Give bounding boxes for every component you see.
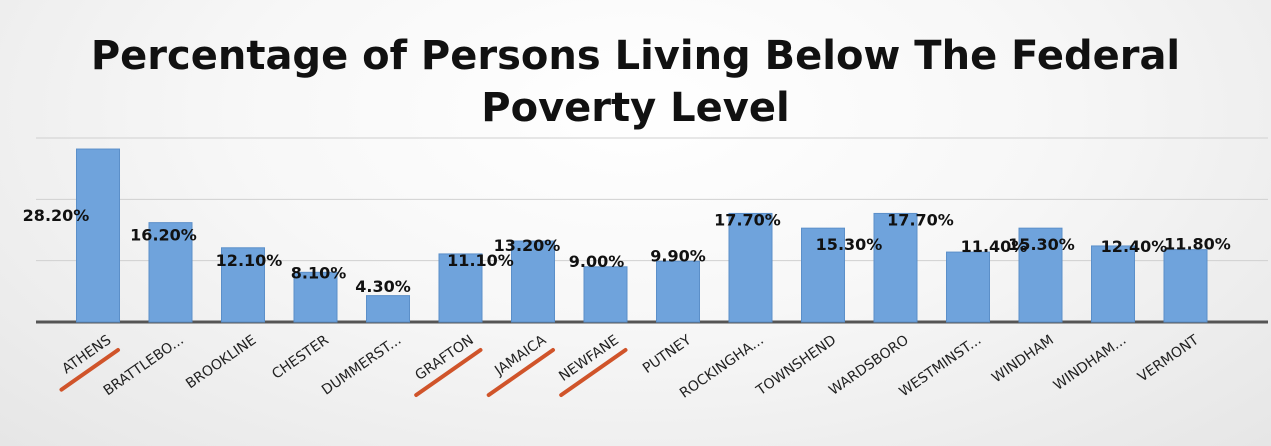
bar [438,253,483,323]
data-label: 13.20% [494,236,561,255]
bar [656,260,700,323]
data-label: 15.30% [816,235,883,254]
data-label: 4.30% [355,277,411,296]
bar [1163,249,1208,323]
chart-title: Percentage of Persons Living Below The F… [90,33,1181,131]
underline-mark [559,348,628,398]
bar [511,240,555,323]
category-label: CHESTER [269,332,332,383]
underline-marks [59,348,628,398]
category-label: DUMMERST... [319,332,404,398]
bar [873,212,918,323]
category-label: WINDHAM [989,332,1057,386]
gridlines [36,137,1268,324]
data-label: 11.80% [1164,235,1231,254]
data-label: 9.90% [650,246,706,265]
bar [728,212,773,323]
category-label: PUTNEY [640,332,695,377]
data-label: 11.40% [961,237,1028,256]
bar [221,247,265,323]
data-label: 28.20% [23,206,90,225]
data-label: 12.40% [1101,237,1168,256]
data-label: 17.70% [714,210,781,229]
data-label: 11.10% [447,251,514,270]
data-label: 8.10% [291,263,347,282]
bar [148,222,193,323]
bar [1091,245,1135,323]
data-label: 17.70% [887,210,954,229]
category-label: VERMONT [1135,332,1202,386]
category-label: BRATTLEBO... [101,332,187,399]
category-label: WINDHAM... [1051,332,1130,394]
bar [366,295,410,323]
bar [583,266,628,323]
bar [76,148,120,323]
data-label: 9.00% [569,252,625,271]
data-labels: 28.20% 16.20% 12.10% 8.10% 4.30% 11.10%13.20%… [23,206,1231,296]
bars [76,148,1208,323]
underline-mark [59,348,120,392]
category-label: BROOKLINE [183,332,259,392]
bar [1018,227,1063,323]
data-label: 15.30% [1008,235,1075,254]
underline-mark [414,348,483,398]
bar [801,227,845,323]
bar [293,271,338,323]
category-label: TOWNSHEND [753,332,840,399]
underline-mark [486,348,555,398]
data-label: 12.10% [216,251,283,270]
bar [946,251,990,323]
data-label: 16.20% [130,226,197,245]
